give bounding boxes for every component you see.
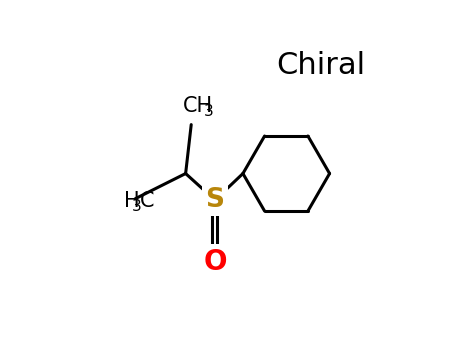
- Text: O: O: [203, 248, 227, 276]
- Text: 3: 3: [132, 199, 142, 214]
- Text: 3: 3: [204, 104, 214, 119]
- Text: CH: CH: [183, 97, 213, 117]
- Text: H: H: [124, 192, 140, 212]
- Text: S: S: [205, 187, 225, 213]
- Text: Chiral: Chiral: [277, 52, 366, 81]
- Text: C: C: [139, 192, 154, 212]
